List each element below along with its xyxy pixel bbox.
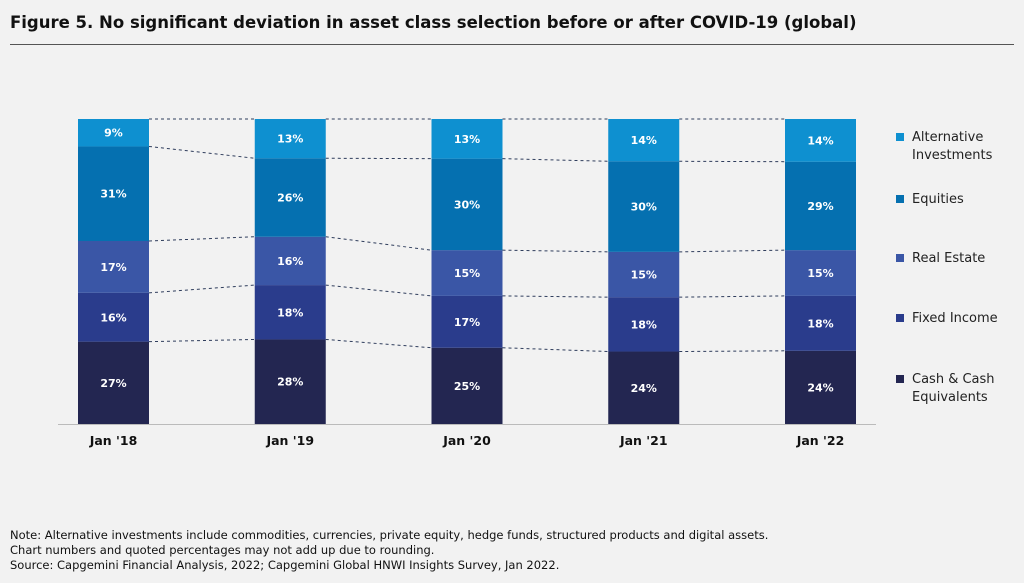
data-label: 27% [100, 377, 126, 390]
data-label: 25% [454, 380, 480, 393]
data-label: 30% [454, 198, 480, 211]
legend-swatch [896, 254, 904, 262]
bar-segment [431, 158, 503, 251]
footnote-block: Note: Alternative investments include co… [10, 528, 1014, 573]
bar-segment [254, 119, 326, 159]
data-label: 18% [631, 318, 657, 331]
legend-label: Equities [912, 192, 964, 207]
connector-line [148, 338, 255, 343]
legend-swatch [896, 375, 904, 383]
data-label: 14% [631, 134, 657, 147]
connector-line [502, 347, 609, 353]
connector-line [679, 295, 786, 298]
connector-line [502, 249, 609, 253]
bar-segment [78, 146, 149, 241]
bar-segment [78, 292, 149, 342]
bar-segment [608, 161, 680, 252]
data-label: 14% [807, 134, 833, 147]
connector-line [679, 350, 786, 353]
legend-swatch [896, 195, 904, 203]
data-label: 15% [454, 267, 480, 280]
legend-swatch [896, 314, 904, 322]
x-tick-label: Jan '21 [619, 433, 668, 448]
data-label: 28% [277, 376, 303, 389]
data-label: 13% [277, 133, 303, 146]
connector-line [148, 284, 255, 294]
stacked-bar-chart: 27% 16% 17% 31% 9% Jan '18 28% 18% 16% 26% 13% Jan … [58, 118, 998, 448]
bar-segment [785, 295, 856, 351]
bar-segment [785, 119, 856, 162]
bar-segment [431, 295, 503, 348]
data-label: 24% [631, 382, 657, 395]
bar-segment [254, 158, 326, 237]
bar-segment [608, 351, 680, 424]
bar-segment [78, 119, 149, 147]
bar-segment [254, 285, 326, 340]
data-label: 24% [807, 381, 833, 394]
data-label: 16% [277, 255, 303, 268]
bar-segment [785, 250, 856, 296]
connector-line [502, 158, 609, 162]
chart-title: Figure 5. No significant deviation in as… [10, 13, 857, 32]
bar-segment [785, 350, 856, 424]
bar-segment [431, 347, 503, 424]
footnote-rounding: Chart numbers and quoted percentages may… [10, 543, 435, 557]
data-label: 29% [807, 200, 833, 213]
data-label: 18% [277, 306, 303, 319]
legend-label: Alternative [912, 130, 983, 145]
footnote-note: Note: Alternative investments include co… [10, 528, 769, 542]
bar-segment [254, 339, 326, 424]
bar-segment [78, 241, 149, 293]
footnote-source: Source: Capgemini Financial Analysis, 20… [10, 558, 560, 572]
connector-line [679, 249, 786, 253]
legend-label: Cash & Cash [912, 372, 995, 387]
data-label: 26% [277, 192, 303, 205]
bar-segment [608, 297, 680, 352]
data-label: 30% [631, 201, 657, 214]
x-tick-label: Jan '19 [265, 433, 314, 448]
connector-line [325, 284, 432, 297]
bar-segment [431, 250, 503, 296]
x-tick-label: Jan '22 [796, 433, 845, 448]
data-label: 17% [454, 316, 480, 329]
data-label: 15% [631, 269, 657, 282]
legend-label: Equivalents [912, 390, 988, 405]
legend-label: Investments [912, 148, 993, 163]
data-label: 16% [100, 311, 126, 324]
title-rule [10, 44, 1014, 45]
connector-line [325, 338, 432, 349]
data-label: 17% [100, 261, 126, 274]
data-label: 13% [454, 133, 480, 146]
data-label: 15% [807, 267, 833, 280]
x-tick-label: Jan '20 [442, 433, 491, 448]
data-label: 31% [100, 188, 126, 201]
x-tick-label: Jan '18 [89, 433, 138, 448]
legend-swatch [896, 133, 904, 141]
data-label: 18% [807, 317, 833, 330]
connector-line [502, 295, 609, 298]
connector-line [148, 236, 255, 242]
connector-line [325, 236, 432, 251]
legend-label: Real Estate [912, 251, 985, 266]
data-label: 9% [104, 127, 123, 140]
connector-line [148, 145, 255, 159]
bar-segment [785, 161, 856, 251]
bar-segment [431, 119, 503, 159]
bar-segment [254, 236, 326, 286]
bar-segment [608, 119, 680, 162]
bar-segment [78, 341, 149, 424]
bar-segment [608, 251, 680, 298]
legend-label: Fixed Income [912, 311, 998, 326]
